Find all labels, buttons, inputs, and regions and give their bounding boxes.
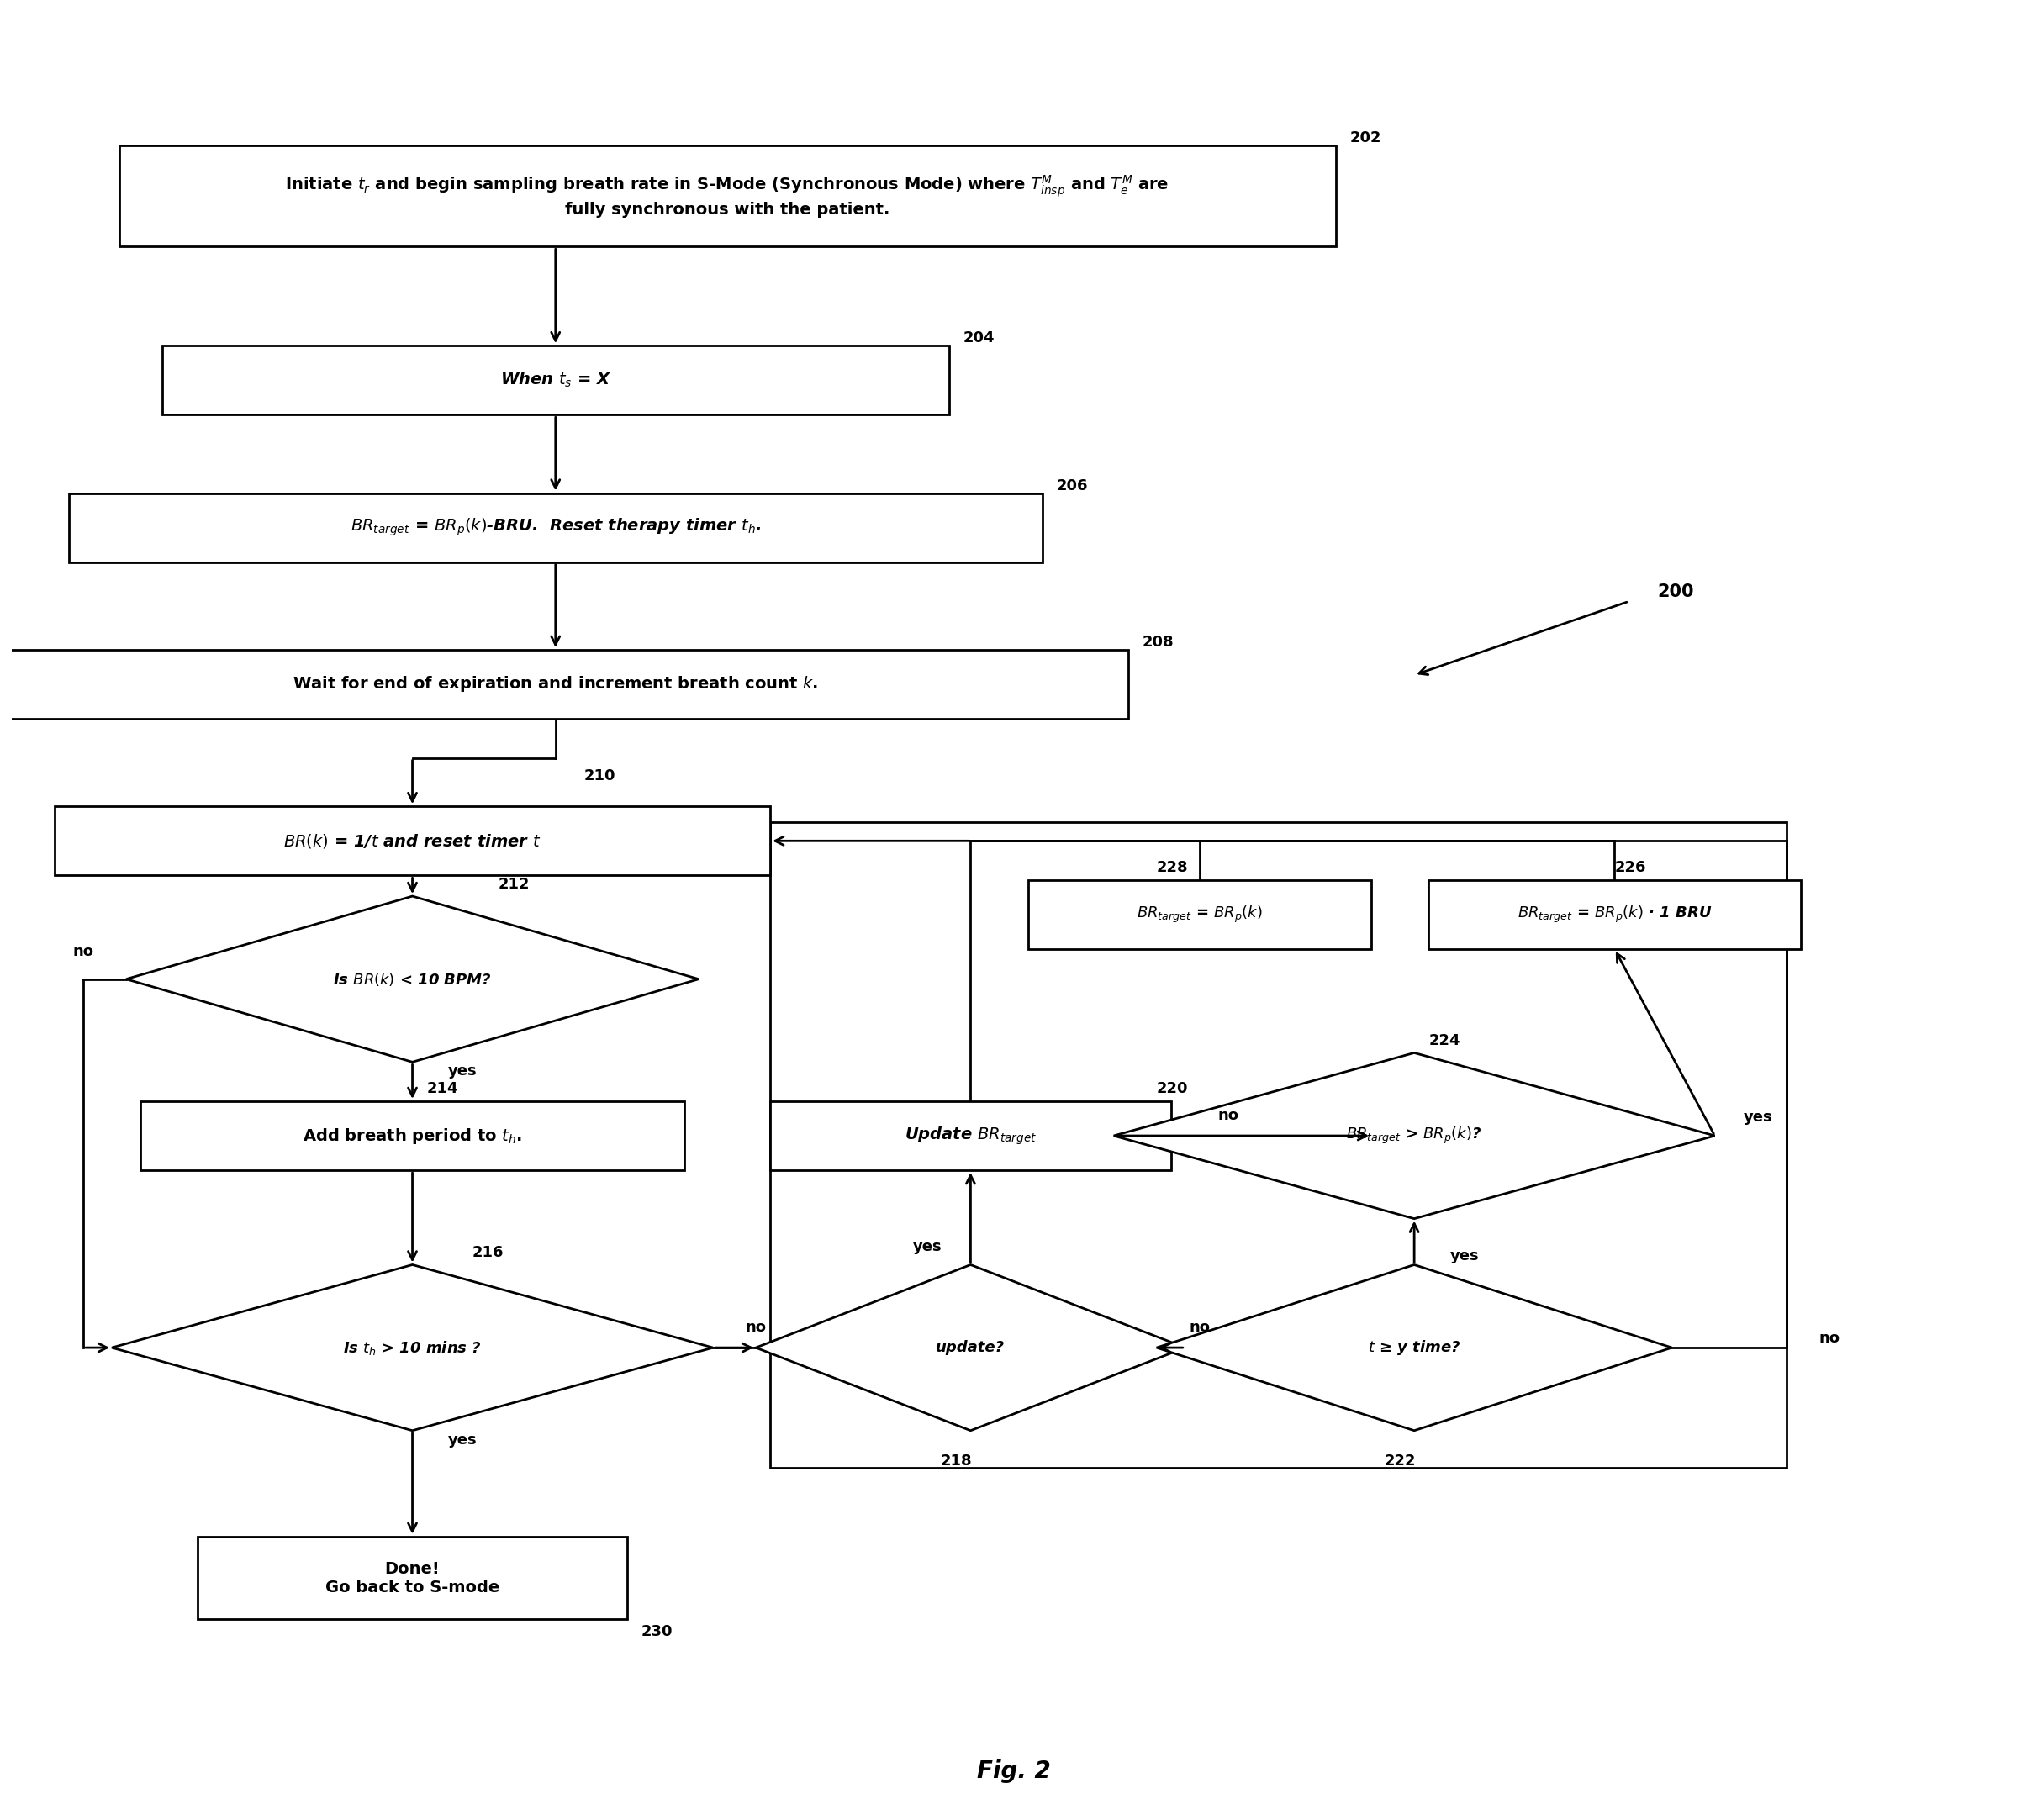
Text: Update $BR_{target}$: Update $BR_{target}$ bbox=[904, 1125, 1036, 1147]
Text: Done!
Go back to S-mode: Done! Go back to S-mode bbox=[324, 1562, 499, 1594]
Text: When $t_s$ = X: When $t_s$ = X bbox=[501, 371, 612, 389]
Polygon shape bbox=[1157, 1265, 1672, 1431]
Text: no: no bbox=[1190, 1320, 1210, 1334]
Text: 214: 214 bbox=[428, 1081, 458, 1097]
Text: update?: update? bbox=[936, 1340, 1005, 1356]
Text: 212: 212 bbox=[499, 877, 529, 892]
Text: 204: 204 bbox=[963, 331, 995, 346]
Text: Fig. 2: Fig. 2 bbox=[977, 1760, 1050, 1784]
Text: 228: 228 bbox=[1157, 861, 1188, 875]
FancyBboxPatch shape bbox=[199, 1536, 626, 1620]
Text: Wait for end of expiration and increment breath count $k$.: Wait for end of expiration and increment… bbox=[292, 675, 819, 693]
Text: 208: 208 bbox=[1143, 635, 1174, 650]
Polygon shape bbox=[111, 1265, 714, 1431]
Text: $BR_{target}$ = $BR_p(k)$: $BR_{target}$ = $BR_p(k)$ bbox=[1137, 905, 1263, 925]
Text: $t$ ≥ y time?: $t$ ≥ y time? bbox=[1368, 1338, 1461, 1358]
FancyBboxPatch shape bbox=[1028, 881, 1372, 950]
Text: Is $t_h$ > 10 mins ?: Is $t_h$ > 10 mins ? bbox=[343, 1340, 482, 1356]
Text: $BR_{target}$ = $BR_p(k)$-BRU.  Reset therapy timer $t_h$.: $BR_{target}$ = $BR_p(k)$-BRU. Reset the… bbox=[351, 517, 760, 539]
Text: Is $BR(k)$ < 10 BPM?: Is $BR(k)$ < 10 BPM? bbox=[332, 970, 493, 988]
Text: no: no bbox=[73, 945, 93, 959]
Polygon shape bbox=[126, 895, 699, 1063]
Text: Add breath period to $t_h$.: Add breath period to $t_h$. bbox=[302, 1127, 523, 1145]
Text: 206: 206 bbox=[1056, 479, 1088, 493]
Text: $BR_{target}$ > $BR_p(k)$?: $BR_{target}$ > $BR_p(k)$? bbox=[1346, 1125, 1482, 1147]
Text: yes: yes bbox=[912, 1239, 943, 1254]
Polygon shape bbox=[1113, 1052, 1715, 1219]
Text: yes: yes bbox=[448, 1432, 476, 1447]
Text: 218: 218 bbox=[941, 1454, 973, 1469]
Text: Initiate $t_r$ and begin sampling breath rate in S-Mode (Synchronous Mode) where: Initiate $t_r$ and begin sampling breath… bbox=[286, 175, 1170, 218]
FancyBboxPatch shape bbox=[69, 493, 1042, 562]
FancyBboxPatch shape bbox=[1429, 881, 1800, 950]
Polygon shape bbox=[756, 1265, 1186, 1431]
Text: 230: 230 bbox=[641, 1623, 673, 1640]
Text: $BR(k)$ = 1/$t$ and reset timer $t$: $BR(k)$ = 1/$t$ and reset timer $t$ bbox=[284, 832, 541, 850]
Text: 222: 222 bbox=[1384, 1454, 1415, 1469]
Text: yes: yes bbox=[1449, 1249, 1480, 1263]
Text: 224: 224 bbox=[1429, 1034, 1459, 1048]
FancyBboxPatch shape bbox=[140, 1101, 685, 1170]
Text: 220: 220 bbox=[1157, 1081, 1188, 1097]
FancyBboxPatch shape bbox=[770, 1101, 1172, 1170]
FancyBboxPatch shape bbox=[120, 146, 1336, 248]
Text: no: no bbox=[746, 1320, 766, 1334]
Text: 216: 216 bbox=[472, 1245, 505, 1259]
Text: 200: 200 bbox=[1658, 584, 1695, 601]
Text: $BR_{target}$ = $BR_p(k)$ · 1 BRU: $BR_{target}$ = $BR_p(k)$ · 1 BRU bbox=[1518, 905, 1713, 925]
Text: yes: yes bbox=[448, 1063, 476, 1079]
FancyBboxPatch shape bbox=[55, 806, 770, 875]
Text: 226: 226 bbox=[1616, 861, 1646, 875]
Text: no: no bbox=[1818, 1330, 1841, 1347]
FancyBboxPatch shape bbox=[0, 650, 1127, 719]
FancyBboxPatch shape bbox=[162, 346, 949, 415]
Text: 202: 202 bbox=[1350, 131, 1380, 146]
Text: yes: yes bbox=[1743, 1110, 1772, 1125]
Text: no: no bbox=[1218, 1108, 1238, 1123]
Text: 210: 210 bbox=[584, 768, 616, 783]
